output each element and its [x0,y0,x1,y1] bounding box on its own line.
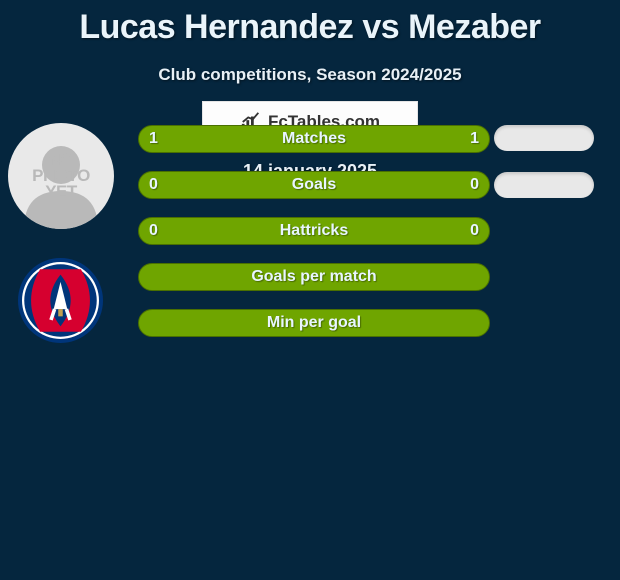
psg-logo-icon [22,262,99,339]
no-photo-label: NOPHOTOYET [32,152,90,200]
comparison-pill [494,172,594,198]
stat-label: Goals [292,176,336,194]
comparison-pill [494,125,594,151]
stat-row-min-per-goal: Min per goal [138,309,490,337]
stat-label: Min per goal [267,314,361,332]
stat-right-value: 0 [470,176,479,194]
stat-right-value: 0 [470,222,479,240]
subtitle: Club competitions, Season 2024/2025 [0,65,620,85]
stat-left-value: 1 [149,130,158,148]
stat-row-matches: 1 Matches 1 [138,125,490,153]
stat-row-hattricks: 0 Hattricks 0 [138,217,490,245]
stat-row-goals-per-match: Goals per match [138,263,490,291]
stat-left-value: 0 [149,222,158,240]
stat-right-value: 1 [470,130,479,148]
stat-label: Goals per match [251,268,376,286]
stat-left-value: 0 [149,176,158,194]
stat-label: Matches [282,130,346,148]
stat-row-goals: 0 Goals 0 [138,171,490,199]
club-badge [18,258,103,343]
pill-column [492,125,602,219]
page-title: Lucas Hernandez vs Mezaber [0,0,620,47]
stat-label: Hattricks [280,222,348,240]
player-avatar: NOPHOTOYET [8,123,114,229]
stats-bars: 1 Matches 1 0 Goals 0 0 Hattricks 0 Goal… [138,125,490,355]
